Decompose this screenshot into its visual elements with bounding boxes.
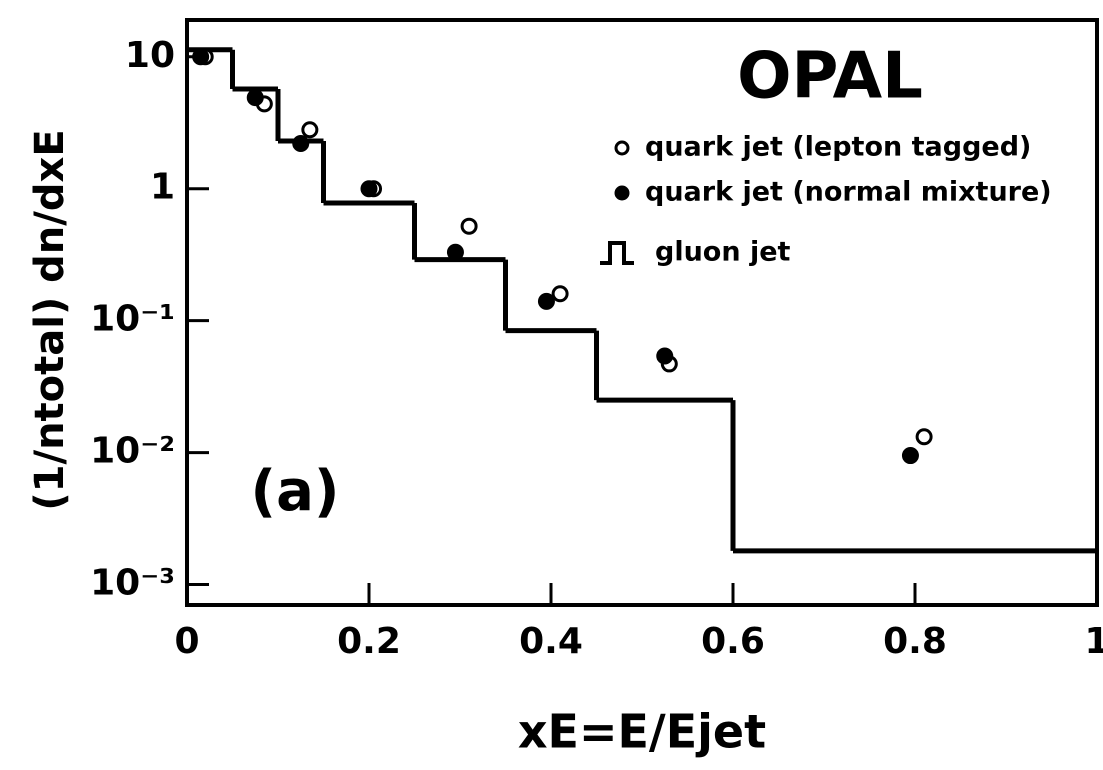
data-point bbox=[460, 217, 478, 235]
data-point bbox=[446, 243, 464, 261]
data-point bbox=[301, 121, 319, 139]
data-point bbox=[360, 180, 378, 198]
legend-label: quark jet (normal mixture) bbox=[645, 177, 1052, 208]
data-point bbox=[192, 48, 210, 66]
plot-frame bbox=[185, 18, 1099, 607]
data-point bbox=[551, 285, 569, 303]
legend-label: gluon jet bbox=[655, 237, 791, 268]
legend-label: quark jet (lepton tagged) bbox=[645, 132, 1031, 163]
data-point bbox=[656, 347, 674, 365]
data-point bbox=[246, 89, 264, 107]
y-tick-label: 10⁻² bbox=[90, 431, 175, 472]
y-tick-label: 1 bbox=[150, 167, 175, 208]
x-tick-label: 0.6 bbox=[701, 621, 765, 662]
x-tick-label: 0 bbox=[174, 621, 199, 662]
x-axis-label: xE=E/Ejet bbox=[518, 705, 766, 759]
legend-marker bbox=[614, 140, 630, 156]
x-tick-label: 0.2 bbox=[337, 621, 401, 662]
annotation: (a) bbox=[251, 459, 340, 524]
x-tick-label: 1 bbox=[1084, 621, 1103, 662]
data-point bbox=[537, 292, 555, 310]
data-point bbox=[292, 135, 310, 153]
legend-step-icon bbox=[600, 241, 634, 265]
legend-marker bbox=[614, 185, 630, 201]
y-tick-label: 10⁻³ bbox=[90, 563, 175, 604]
x-tick-label: 0.4 bbox=[519, 621, 583, 662]
y-tick-label: 10⁻¹ bbox=[90, 299, 175, 340]
y-tick-label: 10 bbox=[125, 35, 175, 76]
data-point bbox=[901, 447, 919, 465]
x-tick-label: 0.8 bbox=[883, 621, 947, 662]
y-axis-label: (1/ntotal) dn/dxE bbox=[27, 129, 73, 510]
chart-title: OPAL bbox=[737, 40, 923, 114]
data-point bbox=[915, 428, 933, 446]
